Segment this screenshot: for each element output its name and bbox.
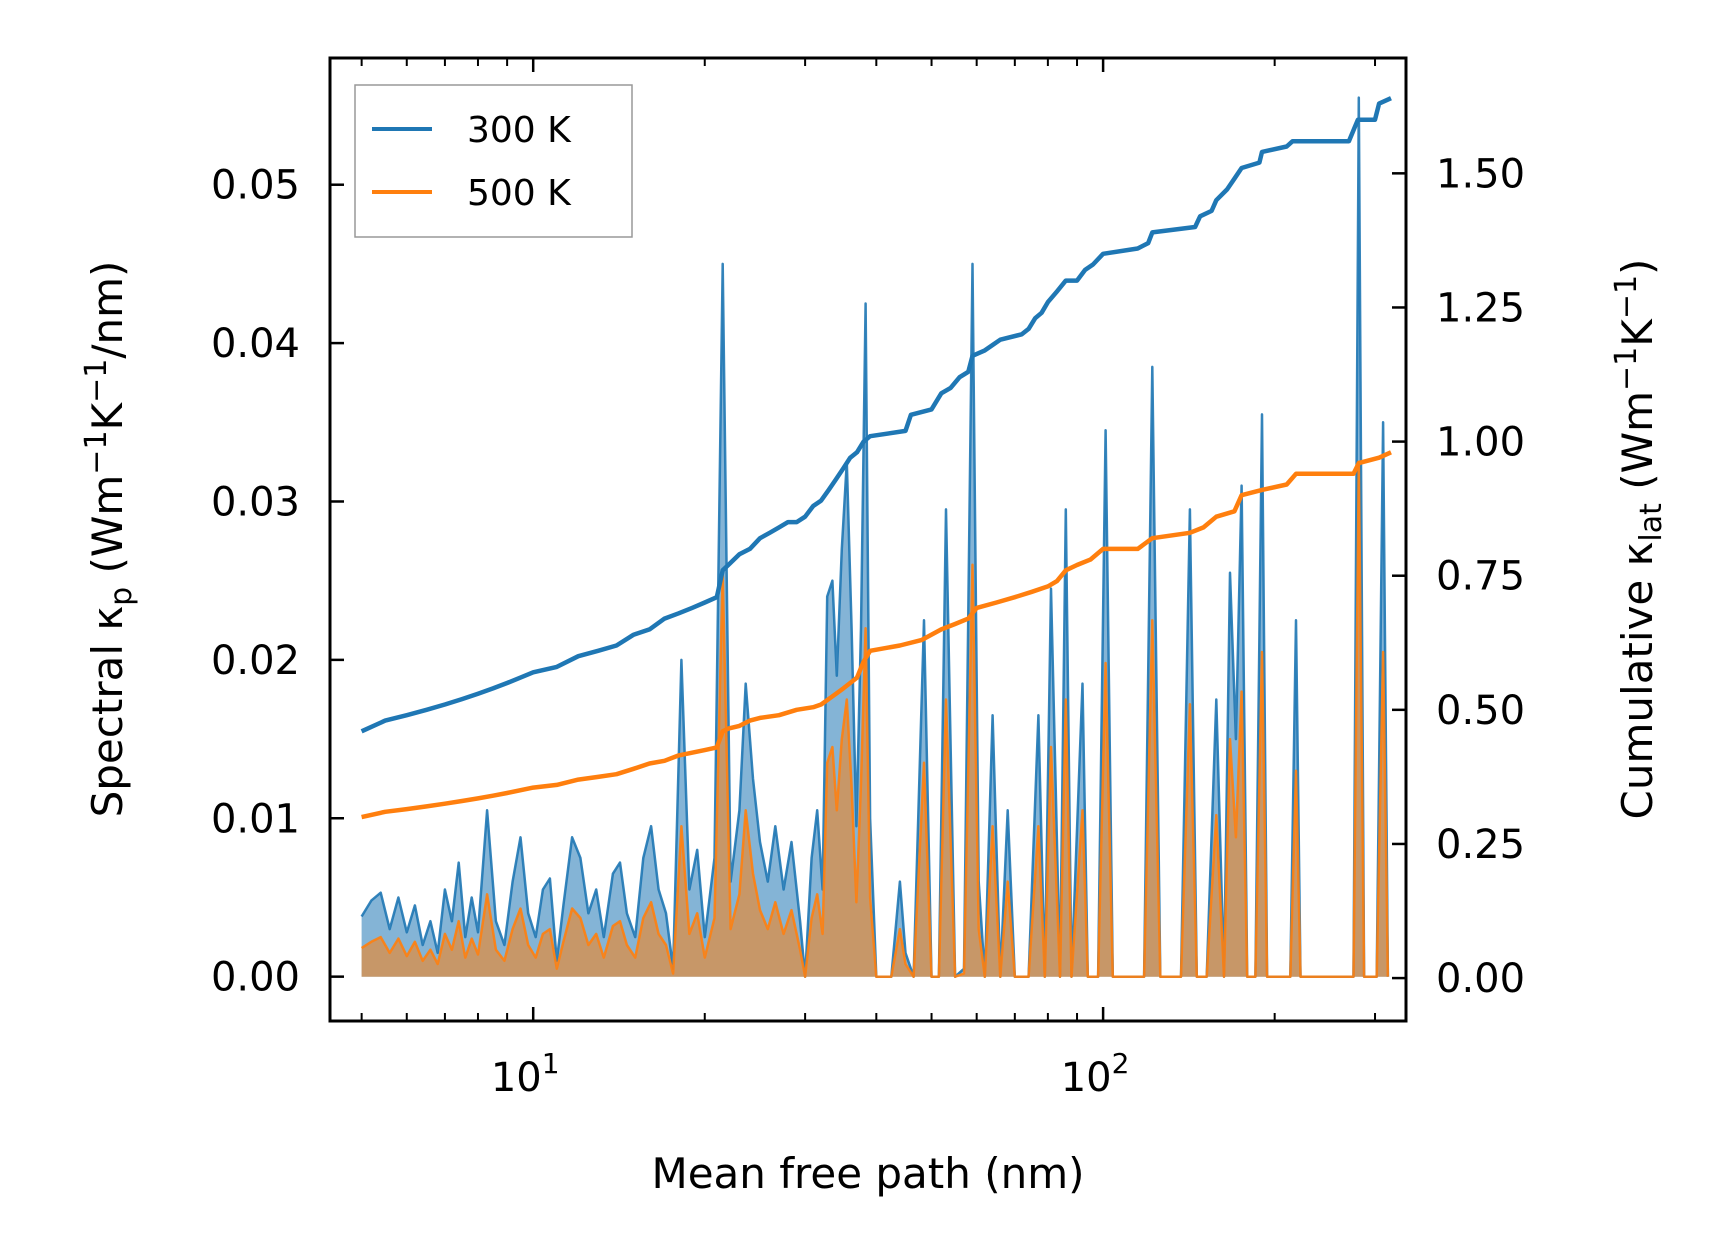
y-left-tick-label: 0.00 xyxy=(211,955,300,1001)
axes-frame xyxy=(328,56,1408,1023)
legend-label-300k: 300 K xyxy=(467,110,572,151)
x-axis-label: Mean free path (nm) xyxy=(651,1149,1084,1198)
legend-box xyxy=(354,84,633,238)
y-axis-label-right: Cumulative κlat (Wm−1K−1) xyxy=(1609,259,1669,820)
y-left-tick-label: 0.05 xyxy=(211,163,300,209)
legend-label-500k: 500 K xyxy=(467,173,572,214)
y-right-tick-label: 0.00 xyxy=(1436,956,1525,1002)
y-left-tick-label: 0.02 xyxy=(211,638,300,684)
y-right-tick-label: 1.25 xyxy=(1436,285,1525,331)
spectral-line-500k xyxy=(360,460,1390,978)
y-right-tick-label: 1.50 xyxy=(1436,151,1525,197)
data-layer xyxy=(360,96,1392,978)
y-left-tick-label: 0.01 xyxy=(211,796,300,842)
legend: 300 K 500 K xyxy=(354,84,633,238)
x-tick-label: 102 xyxy=(1061,1047,1130,1101)
y-left-tick-label: 0.04 xyxy=(211,321,300,367)
y-right-tick-label: 0.25 xyxy=(1436,822,1525,868)
y-axis-label-left: Spectral κp (Wm−1K−1/nm) xyxy=(79,261,139,818)
y-right-tick-label: 0.75 xyxy=(1436,554,1525,600)
cumulative-line-500k xyxy=(361,450,1392,820)
y-right-tick-label: 0.50 xyxy=(1436,688,1525,734)
tick-layer: 101 102 0.00 0.01 0.02 0.03 0.04 0.05 0.00 0.25 0.… xyxy=(211,58,1525,1101)
y-left-tick-label: 0.03 xyxy=(211,479,300,525)
x-tick-label: 101 xyxy=(491,1047,560,1101)
y-right-tick-label: 1.00 xyxy=(1436,420,1525,466)
cumulative-line-300k xyxy=(360,96,1392,734)
